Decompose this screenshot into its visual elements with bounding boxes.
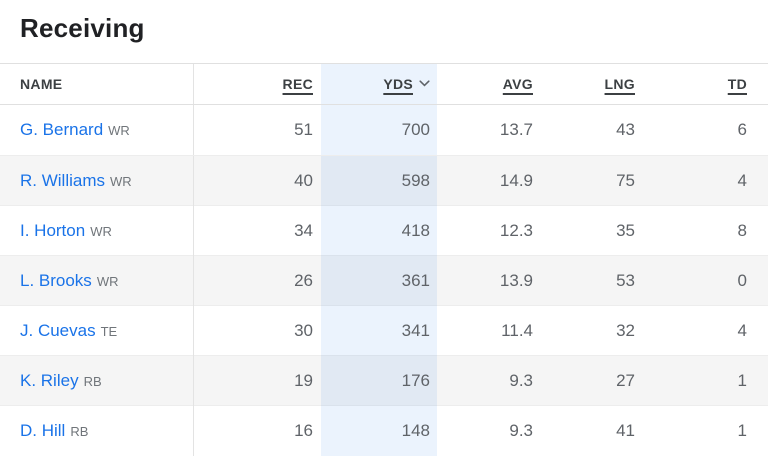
player-position-label: WR [90,224,112,239]
player-position-label: WR [108,123,130,138]
player-link[interactable]: I. Horton [20,221,86,240]
stat-rec: 40 [294,171,313,190]
column-header-label: AVG [502,76,533,92]
column-header-label: REC [282,76,313,92]
stat-rec: 30 [294,321,313,340]
stat-avg: 11.4 [501,321,533,340]
stat-lng: 27 [616,371,635,390]
column-header-rec[interactable]: REC [194,64,321,104]
stat-td: 4 [737,321,747,340]
column-header-td[interactable]: TD [643,64,768,104]
stat-yds: 341 [321,306,437,356]
stat-yds: 598 [321,156,437,206]
column-header-label: NAME [20,76,63,92]
stat-yds: 176 [321,356,437,406]
column-header-lng[interactable]: LNG [541,64,643,104]
stat-avg: 9.3 [509,371,533,390]
stat-avg: 13.9 [499,271,533,290]
stat-yds: 700 [321,105,437,155]
column-header-label: TD [727,76,747,92]
stat-avg: 12.3 [499,221,533,240]
stat-lng: 75 [616,171,635,190]
player-cell: I. Horton WR [0,206,194,256]
stat-lng: 41 [616,421,635,440]
player-link[interactable]: L. Brooks [20,271,92,290]
table-row: K. Riley RB 19 176 9.3 27 1 [0,355,768,406]
table-row: I. Horton WR 34 418 12.3 35 8 [0,205,768,256]
section-title: Receiving [20,13,145,43]
stat-rec: 26 [294,271,313,290]
column-header-yds[interactable]: YDS [321,64,437,104]
stat-td: 0 [737,271,747,290]
stat-lng: 43 [616,120,635,139]
stat-rec: 19 [294,371,313,390]
table-row: L. Brooks WR 26 361 13.9 53 0 [0,255,768,306]
stat-td: 4 [737,171,747,190]
player-link[interactable]: K. Riley [20,371,79,390]
stat-lng: 53 [616,271,635,290]
stat-rec: 51 [294,120,313,139]
player-cell: D. Hill RB [0,406,194,456]
table-row: R. Williams WR 40 598 14.9 75 4 [0,155,768,206]
stat-avg: 9.3 [509,421,533,440]
chevron-down-icon [419,80,430,87]
stats-table: NAME REC YDS AVG LNG TD G. Bernard WR 51 [0,63,768,456]
stat-rec: 34 [294,221,313,240]
table-row: J. Cuevas TE 30 341 11.4 32 4 [0,305,768,356]
stat-yds: 361 [321,256,437,306]
player-cell: R. Williams WR [0,156,194,206]
stat-td: 8 [737,221,747,240]
table-row: D. Hill RB 16 148 9.3 41 1 [0,405,768,456]
player-cell: J. Cuevas TE [0,306,194,356]
column-header-name: NAME [0,64,194,104]
stat-avg: 14.9 [499,171,533,190]
player-position-label: TE [100,324,118,339]
stat-td: 1 [737,371,747,390]
stat-lng: 32 [616,321,635,340]
player-position-label: WR [96,274,119,289]
player-position-label: WR [110,174,132,189]
stat-yds: 148 [321,406,437,456]
player-position-label: RB [83,374,102,389]
stat-td: 6 [737,120,747,139]
player-link[interactable]: J. Cuevas [20,321,96,340]
column-header-label: LNG [604,76,635,92]
stat-avg: 13.7 [499,120,533,139]
stat-td: 1 [737,421,747,440]
player-cell: K. Riley RB [0,356,194,406]
player-cell: G. Bernard WR [0,105,194,155]
player-cell: L. Brooks WR [0,256,194,306]
table-row: G. Bernard WR 51 700 13.7 43 6 [0,105,768,155]
stat-rec: 16 [294,421,313,440]
player-link[interactable]: D. Hill [20,421,66,440]
player-link[interactable]: G. Bernard [20,120,104,139]
player-link[interactable]: R. Williams [20,171,105,190]
player-position-label: RB [70,424,89,439]
stat-lng: 35 [616,221,635,240]
table-header-row: NAME REC YDS AVG LNG TD [0,63,768,105]
column-header-avg[interactable]: AVG [437,64,541,104]
stat-yds: 418 [321,206,437,256]
column-header-label: YDS [383,76,413,92]
